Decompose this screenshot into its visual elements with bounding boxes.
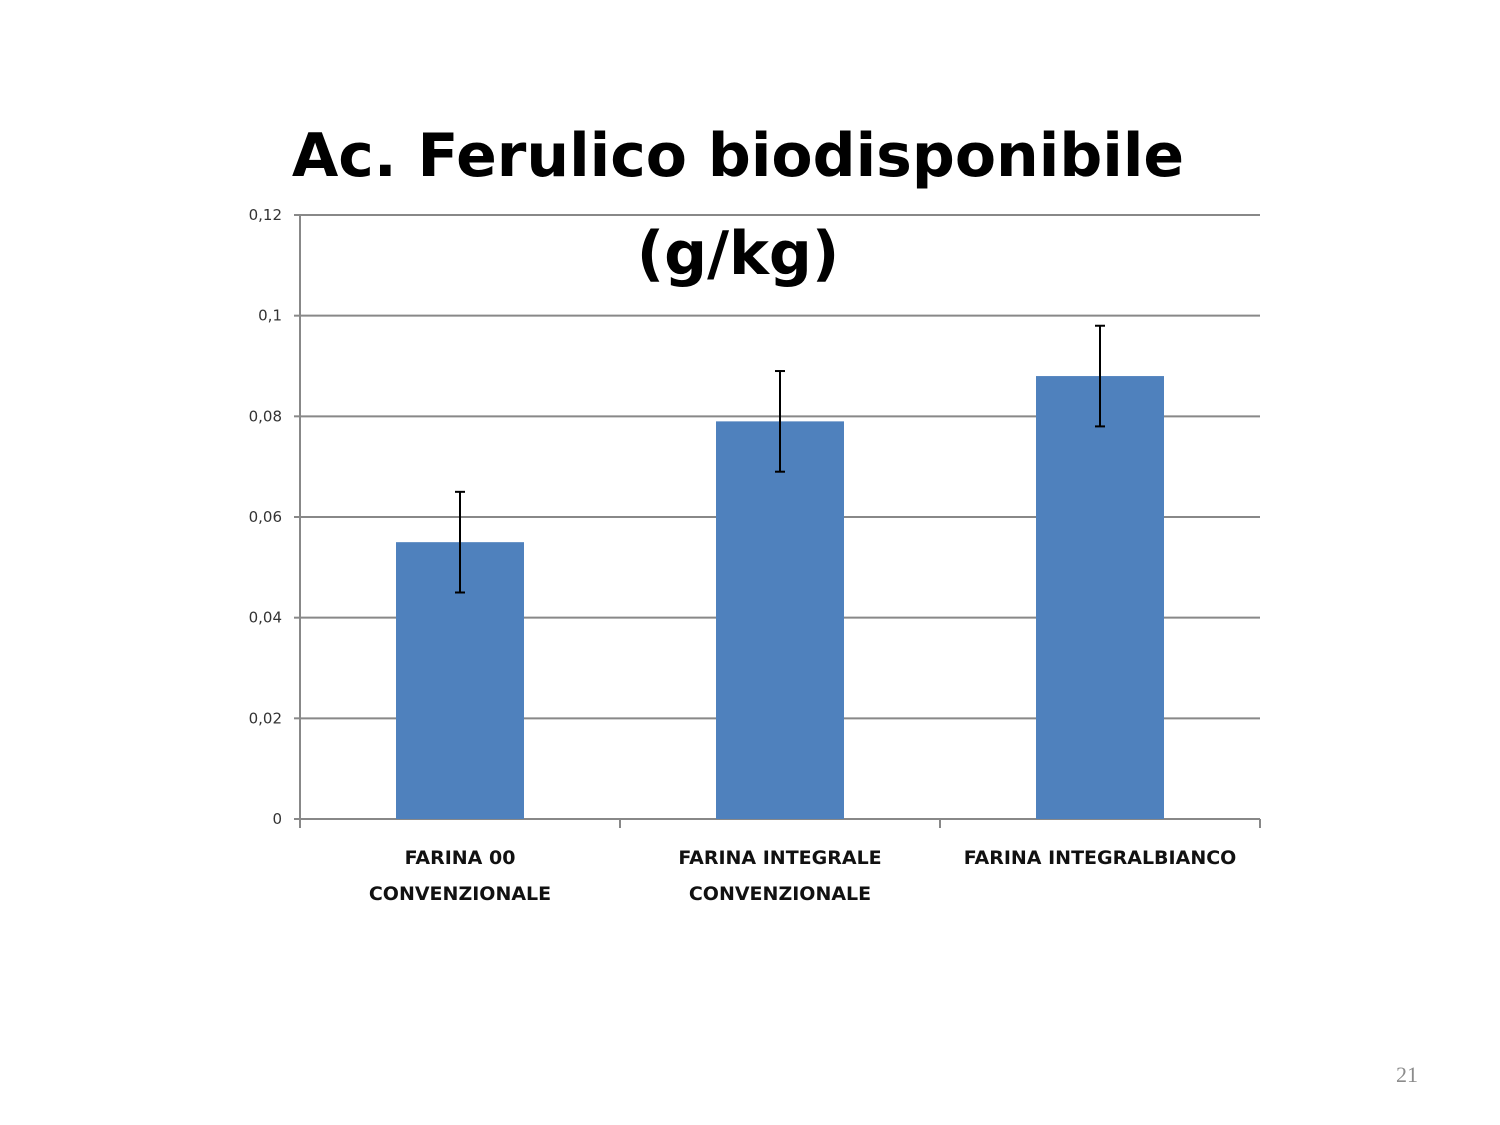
bar bbox=[716, 421, 844, 819]
x-category-label: CONVENZIONALE bbox=[369, 883, 551, 905]
error-bars bbox=[455, 324, 1105, 594]
x-category-label: FARINA INTEGRALE bbox=[678, 847, 881, 869]
y-tick-label: 0,12 bbox=[249, 206, 282, 224]
y-tick-label: 0,08 bbox=[249, 407, 282, 425]
x-category-label: FARINA INTEGRALBIANCO bbox=[964, 847, 1237, 869]
y-tick-label: 0,04 bbox=[249, 609, 282, 627]
bar bbox=[1036, 376, 1164, 819]
x-category-label: FARINA 00 bbox=[405, 847, 516, 869]
y-tick-label: 0,02 bbox=[249, 709, 282, 727]
x-category-label: CONVENZIONALE bbox=[689, 883, 871, 905]
y-tick-label: 0,06 bbox=[249, 508, 282, 526]
x-category-labels: FARINA 00 CONVENZIONALE FARINA INTEGRALE CO… bbox=[369, 847, 1236, 905]
page-number: 21 bbox=[1396, 1062, 1418, 1087]
y-tick-labels: 0 0,02 0,04 0,06 0,08 0,1 0,12 bbox=[249, 206, 282, 828]
chart-title-line-2: (g/kg) bbox=[637, 219, 840, 289]
y-tick-label: 0 bbox=[272, 810, 282, 828]
y-tick-label: 0,1 bbox=[258, 307, 282, 325]
chart-title-line-1: Ac. Ferulico biodisponibile bbox=[292, 121, 1184, 191]
